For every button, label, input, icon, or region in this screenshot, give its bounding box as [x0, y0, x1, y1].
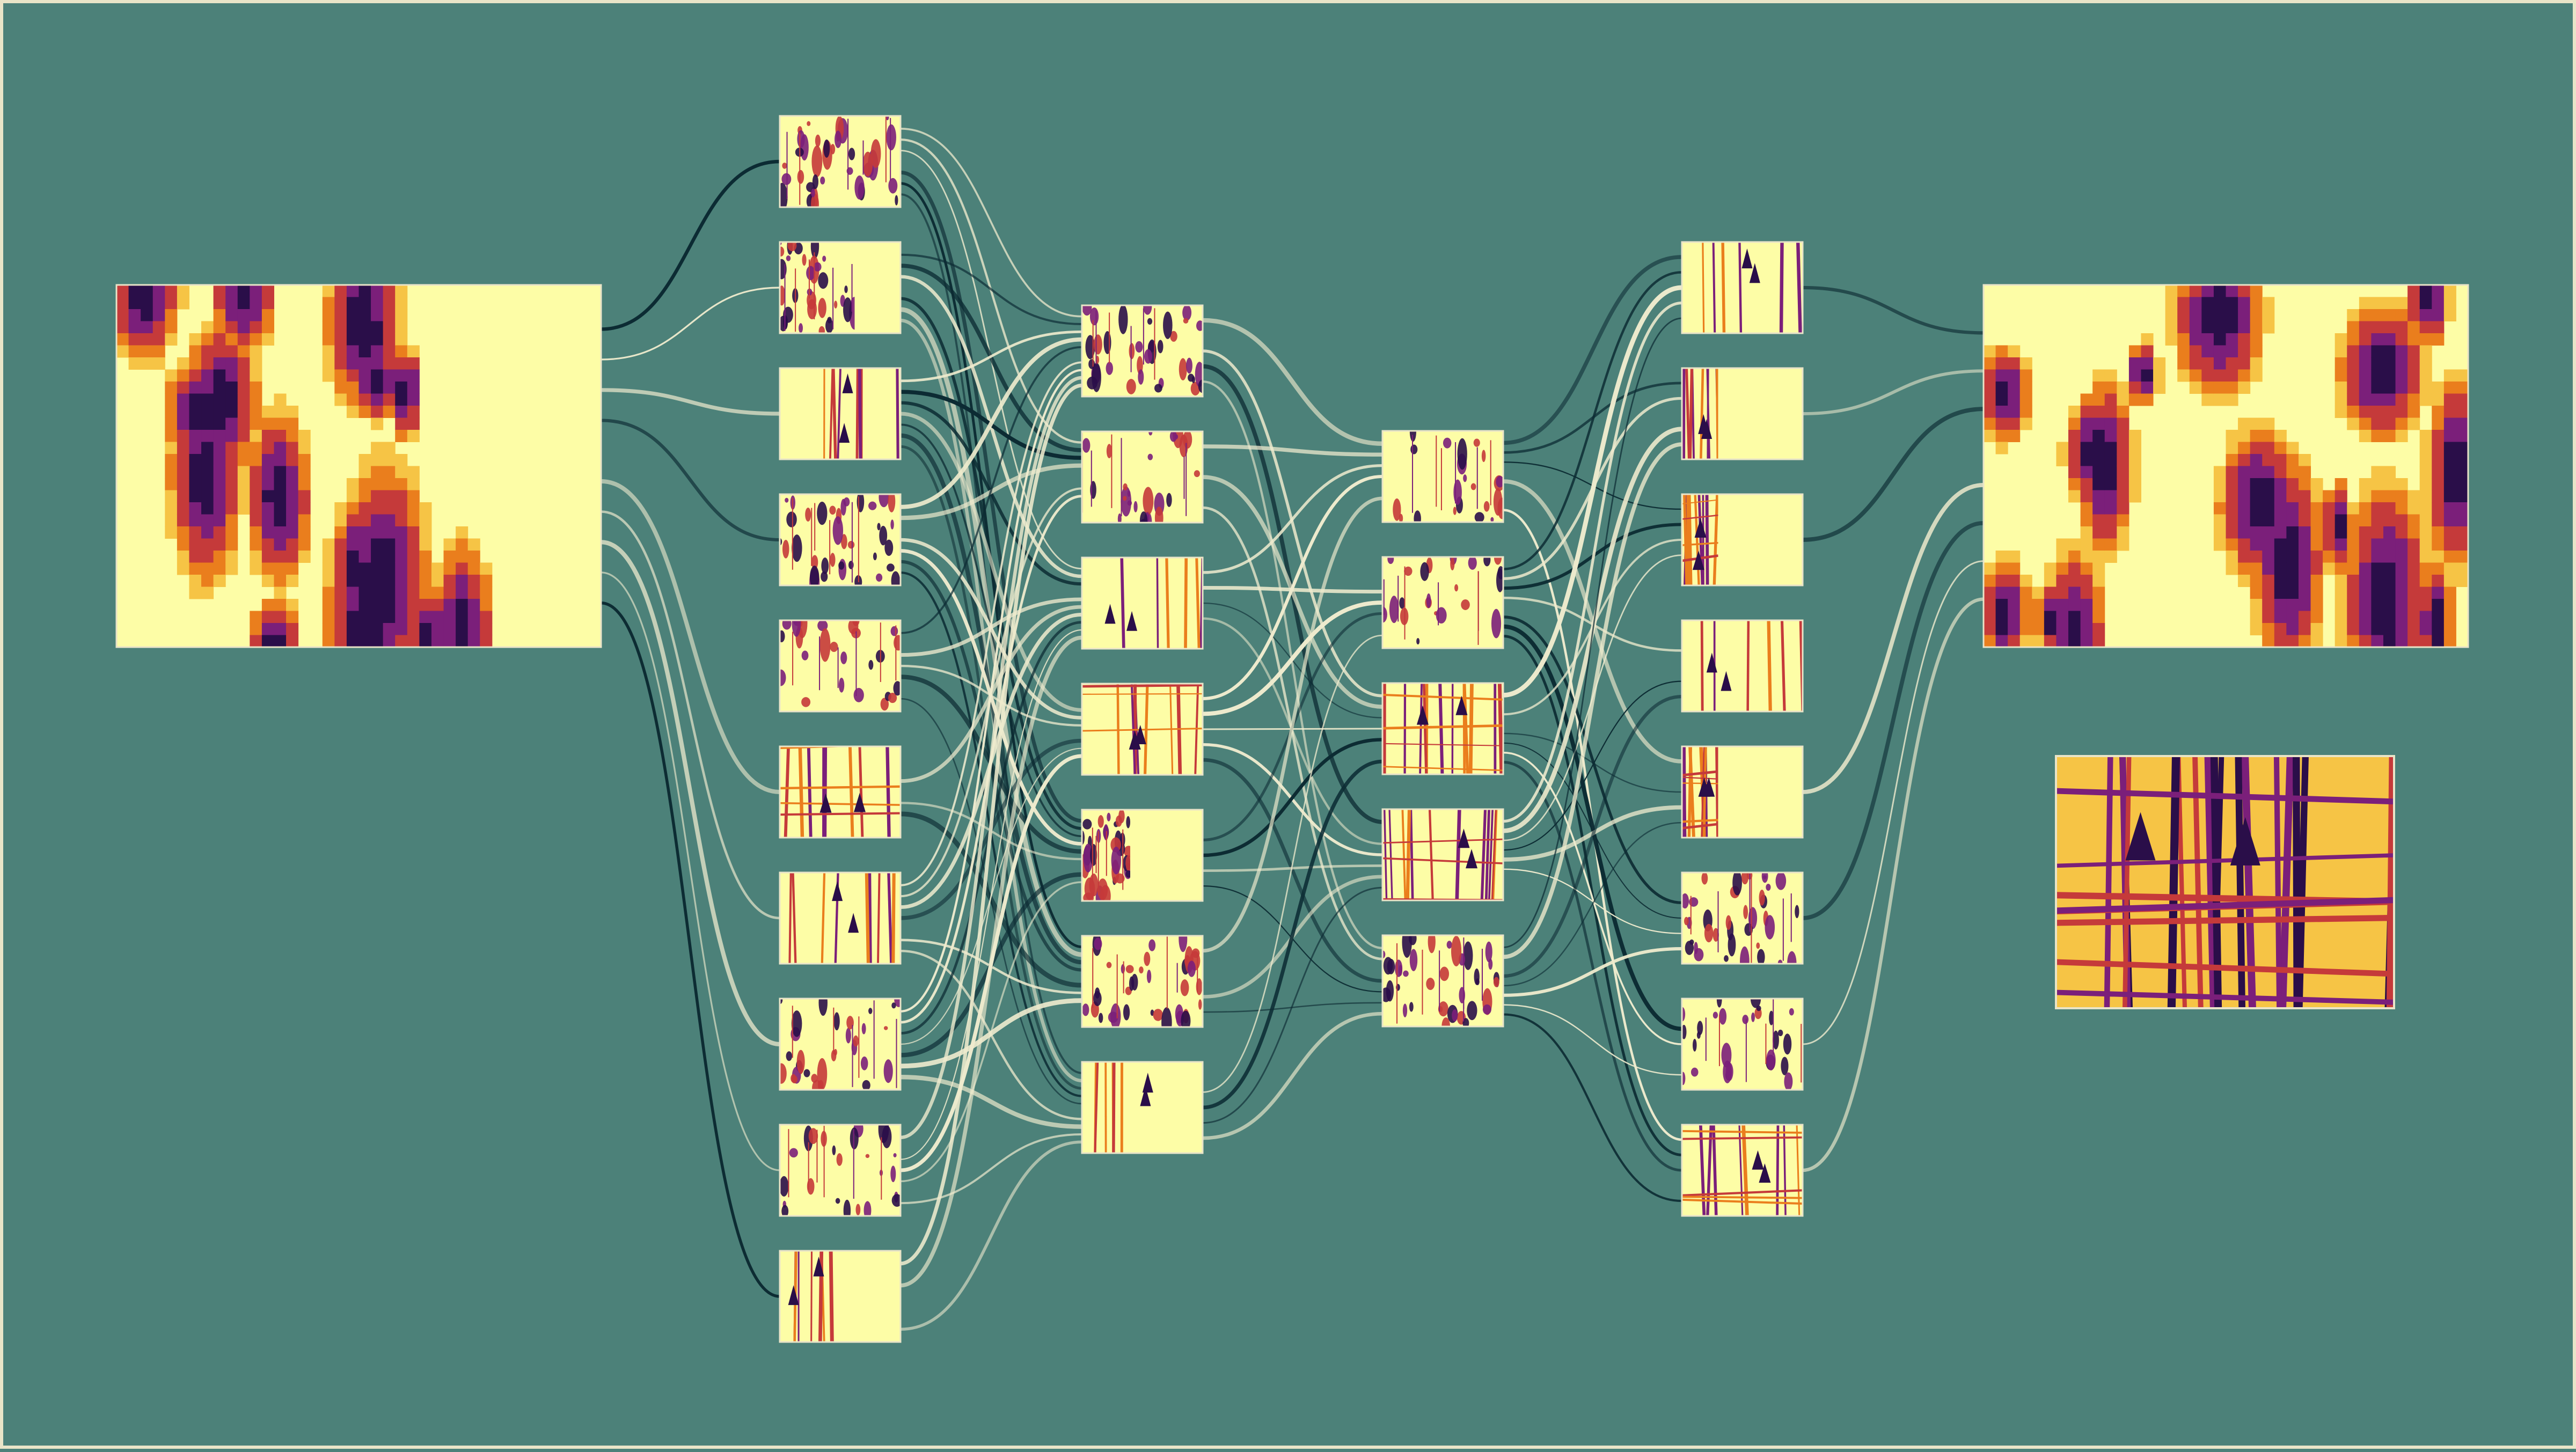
connection-edge — [1203, 498, 1382, 951]
connection-edge — [1203, 466, 1382, 573]
connection-edge — [1503, 318, 1682, 947]
feature-map-l3-1 — [1382, 421, 1506, 527]
connection-edge — [1803, 288, 1984, 333]
connection-edge — [601, 573, 780, 1170]
feature-map-l1-5 — [775, 608, 903, 712]
connection-edge — [901, 140, 1082, 443]
connection-edge — [1503, 617, 1682, 903]
connection-edge — [1803, 485, 1984, 792]
feature-map-l2-4 — [1082, 684, 1203, 775]
feature-map-l3-5 — [1381, 926, 1503, 1034]
connection-edge — [1203, 888, 1382, 1123]
connection-edge — [601, 512, 780, 919]
connection-edge — [1503, 272, 1682, 569]
feature-map-l4-3 — [1682, 494, 1803, 585]
connection-edge — [1503, 257, 1682, 443]
feature-map-l4-6 — [1681, 869, 1803, 976]
connection-edge — [601, 542, 780, 1044]
connection-edge — [1503, 444, 1682, 957]
connection-edge — [601, 390, 780, 414]
connection-edge — [601, 162, 780, 329]
connection-edge — [1203, 635, 1382, 1092]
connection-edge — [1203, 739, 1382, 855]
connection-edge — [901, 1134, 1082, 1203]
neural-network-diagram — [3, 3, 2576, 1452]
feature-map-l2-3 — [1082, 558, 1203, 649]
output-image — [1984, 285, 2469, 648]
feature-map-l4-1 — [1682, 242, 1803, 333]
connection-edge — [1803, 523, 1984, 918]
feature-map-l2-7 — [1082, 1062, 1203, 1153]
connection-edge — [1503, 949, 1682, 995]
feature-map-l1-6 — [780, 744, 901, 838]
feature-map-l4-5 — [1682, 746, 1803, 838]
connection-edge — [1803, 371, 1984, 414]
feature-map-l1-3 — [780, 368, 901, 459]
connection-edge — [601, 603, 780, 1296]
connection-edge — [1503, 303, 1682, 822]
connection-edge — [1803, 409, 1984, 540]
feature-map-l1-7 — [780, 872, 901, 964]
connection-edge — [1503, 869, 1682, 934]
connection-edge — [901, 637, 1082, 1285]
feature-map-l2-5 — [1080, 809, 1203, 911]
connection-edge — [1503, 696, 1682, 976]
connection-edge — [601, 421, 780, 540]
feature-map-l1-2 — [777, 234, 901, 336]
feature-map-l2-2 — [1082, 420, 1203, 532]
connection-edge — [601, 481, 780, 792]
feature-map-l1-4 — [778, 487, 901, 598]
feature-map-l3-3 — [1382, 683, 1503, 774]
connection-edge — [1503, 753, 1682, 1044]
feature-map-l2-6 — [1082, 926, 1203, 1038]
feature-map-l1-1 — [777, 114, 901, 214]
feature-map-l1-8 — [776, 989, 903, 1096]
feature-map-l2-1 — [1082, 299, 1206, 397]
input-image — [116, 285, 601, 648]
connection-edge — [1503, 1015, 1682, 1201]
feature-map-l3-4 — [1382, 809, 1503, 900]
connection-edge — [1203, 446, 1382, 454]
feature-map-l4-2 — [1682, 368, 1803, 459]
feature-map-l4-7 — [1679, 989, 1803, 1091]
feature-map-l3-2 — [1379, 549, 1504, 648]
connection-edge — [901, 255, 1082, 324]
connection-edge — [1803, 599, 1984, 1170]
secondary-output-image — [2056, 756, 2394, 1008]
feature-map-l1-10 — [780, 1251, 901, 1342]
feature-map-l4-4 — [1682, 620, 1803, 712]
connection-edge — [901, 1077, 1082, 1127]
feature-map-l1-9 — [779, 1115, 902, 1221]
feature-map-l4-8 — [1682, 1125, 1803, 1216]
